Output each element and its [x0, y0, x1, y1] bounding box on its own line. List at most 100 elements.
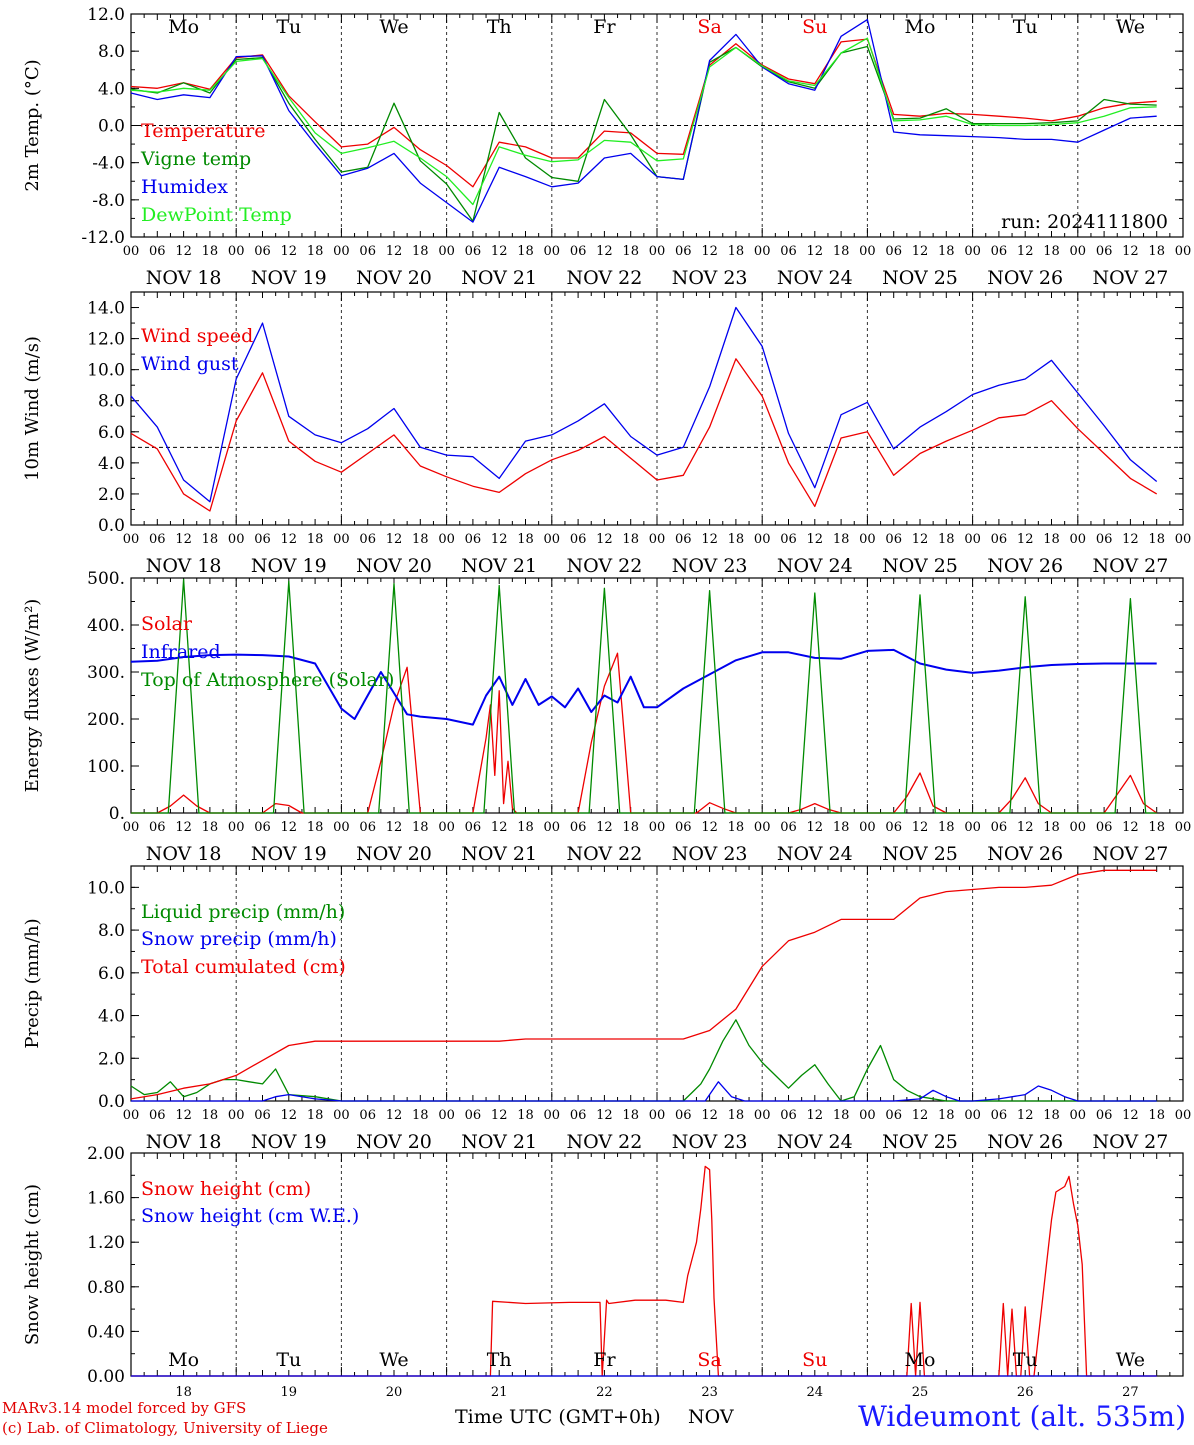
- date-label: NOV 22: [566, 1131, 642, 1153]
- hour-label: 06: [149, 244, 166, 259]
- hour-label: 18: [1148, 244, 1165, 259]
- hour-label: 12: [386, 1108, 403, 1123]
- date-label: NOV 21: [461, 843, 537, 865]
- date-label: NOV 27: [1092, 1131, 1168, 1153]
- hour-label: 06: [885, 244, 902, 259]
- date-label: NOV 20: [356, 267, 432, 289]
- hour-label: 12: [1122, 1108, 1139, 1123]
- hour-label: 12: [175, 244, 192, 259]
- date-label: NOV 18: [146, 843, 222, 865]
- date-label: NOV 19: [251, 267, 327, 289]
- y-axis-label: 10m Wind (m/s): [22, 336, 43, 481]
- hour-label: 06: [149, 1108, 166, 1123]
- hour-label: 12: [491, 1108, 508, 1123]
- hour-label: 18: [1043, 532, 1060, 547]
- hour-label: 18: [622, 820, 639, 835]
- hour-label: 00: [859, 244, 876, 259]
- date-label: NOV 18: [146, 1131, 222, 1153]
- hour-label: 06: [254, 820, 271, 835]
- hour-label: 18: [1148, 532, 1165, 547]
- date-label: NOV 24: [777, 267, 853, 289]
- hour-label: 06: [991, 532, 1008, 547]
- weekday-label: We: [379, 1349, 408, 1371]
- hour-label: 00: [123, 820, 140, 835]
- hour-label: 00: [228, 244, 245, 259]
- hour-label: 06: [991, 244, 1008, 259]
- legend-entry: Snow precip (mm/h): [141, 928, 337, 950]
- legend-entry: Vigne temp: [140, 148, 251, 170]
- y-tick-label: 4.0: [98, 454, 125, 474]
- date-label: NOV 19: [251, 555, 327, 577]
- hour-label: 12: [386, 244, 403, 259]
- hour-label: 00: [859, 1108, 876, 1123]
- hour-label: 06: [570, 532, 587, 547]
- hour-label: 18: [1043, 820, 1060, 835]
- hour-label: 18: [728, 244, 745, 259]
- hour-label: 00: [754, 820, 771, 835]
- y-tick-label: 6.0: [98, 423, 125, 443]
- hour-label: 06: [780, 1108, 797, 1123]
- hour-label: 12: [701, 1108, 718, 1123]
- date-label: NOV 23: [672, 267, 748, 289]
- hour-label: 18: [412, 244, 429, 259]
- hour-label: 00: [544, 1108, 561, 1123]
- run-label: run: 2024111800: [1001, 211, 1168, 233]
- y-tick-label: -4.0: [92, 154, 125, 174]
- hour-label: 12: [701, 244, 718, 259]
- hour-label: 06: [1096, 532, 1113, 547]
- hour-label: 12: [596, 1108, 613, 1123]
- date-label: NOV 18: [146, 267, 222, 289]
- hour-label: 12: [386, 532, 403, 547]
- hour-label: 00: [544, 820, 561, 835]
- hour-label: 06: [465, 1108, 482, 1123]
- hour-label: 12: [175, 820, 192, 835]
- y-tick-label: 14.0: [87, 299, 125, 319]
- hour-label: 12: [281, 820, 298, 835]
- hour-label: 12: [596, 244, 613, 259]
- hour-label: 00: [754, 244, 771, 259]
- hour-label: 00: [228, 1108, 245, 1123]
- legend-entry: Temperature: [141, 120, 265, 142]
- y-tick-label: 400.: [87, 616, 125, 636]
- hour-label: 00: [649, 1108, 666, 1123]
- hour-label: 12: [912, 244, 929, 259]
- hour-label: 06: [359, 532, 376, 547]
- hour-label: 06: [675, 244, 692, 259]
- hour-label: 12: [807, 1108, 824, 1123]
- hour-label: 12: [807, 244, 824, 259]
- hour-label: 18: [412, 820, 429, 835]
- hour-label: 18: [728, 1108, 745, 1123]
- hour-label: 06: [254, 1108, 271, 1123]
- y-tick-label: 500.: [87, 569, 125, 589]
- date-label: NOV 19: [251, 843, 327, 865]
- date-label: NOV 22: [566, 843, 642, 865]
- hour-label: 18: [938, 244, 955, 259]
- weekday-label: Th: [487, 1349, 512, 1371]
- weekday-label: Su: [802, 1349, 827, 1371]
- hour-label: 00: [964, 244, 981, 259]
- y-tick-label: 0.40: [87, 1322, 125, 1342]
- hour-label: 18: [202, 1108, 219, 1123]
- hour-label: 12: [491, 244, 508, 259]
- weekday-label: Fr: [593, 1349, 616, 1371]
- hour-label: 06: [359, 244, 376, 259]
- hour-label: 06: [570, 820, 587, 835]
- hour-label: 00: [964, 1108, 981, 1123]
- hour-label: 00: [1070, 1108, 1087, 1123]
- hour-label: 00: [1070, 532, 1087, 547]
- hour-label: 18: [517, 1108, 534, 1123]
- hour-label: 12: [1017, 1108, 1034, 1123]
- month-label: NOV: [688, 1406, 734, 1428]
- panel-5: [130, 1152, 1184, 1377]
- series-line-0: [130, 1019, 1157, 1102]
- day-number: 22: [596, 1385, 613, 1400]
- hour-label: 06: [991, 820, 1008, 835]
- panel-2: [130, 291, 1184, 526]
- hour-label: 00: [1070, 244, 1087, 259]
- hour-label: 06: [570, 244, 587, 259]
- date-label: NOV 18: [146, 555, 222, 577]
- hour-label: 00: [1070, 820, 1087, 835]
- legend-entry: Infrared: [141, 641, 221, 663]
- day-number: 21: [491, 1385, 508, 1400]
